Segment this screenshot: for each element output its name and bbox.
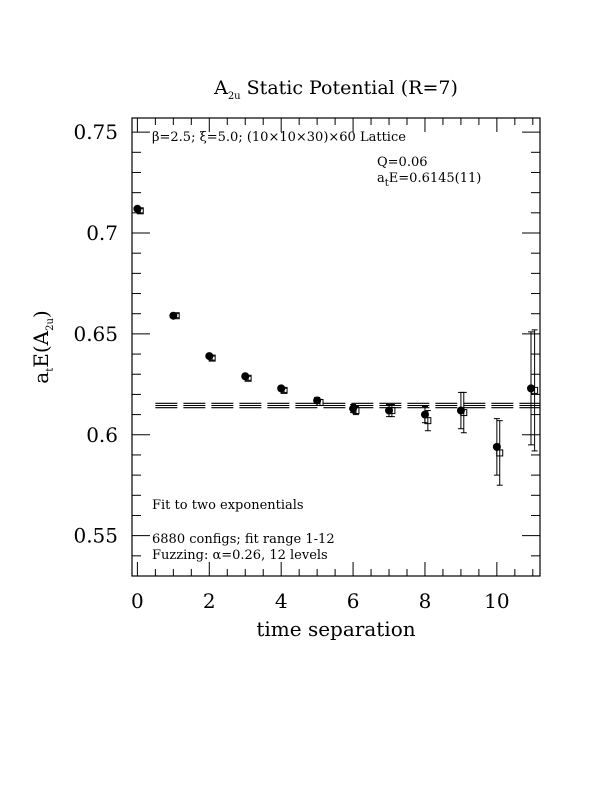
y-tick-labels: 0.55 0.6 0.65 0.7 0.75 [73, 120, 118, 548]
data-point-square [352, 407, 360, 415]
y-tick-label: 0.75 [73, 120, 118, 144]
x-tick-label: 4 [275, 589, 288, 613]
data-point-square [388, 407, 396, 415]
y-axis-label: atE(A2u) [29, 310, 56, 383]
data-point-circle [492, 442, 501, 451]
data-point-square [280, 386, 288, 394]
data-point-square [208, 354, 216, 362]
x-tick-labels: 0 2 4 6 8 10 [131, 589, 510, 613]
data-point-square [531, 386, 539, 394]
q-annotation: Q=0.06 [377, 155, 428, 170]
x-tick-label: 8 [419, 589, 432, 613]
plot-frame [131, 117, 541, 577]
y-tick-label: 0.65 [73, 322, 118, 346]
data-point-square [460, 409, 468, 417]
x-axis-label: time separation [256, 617, 415, 641]
data-point-square [136, 207, 144, 215]
x-tick-label: 6 [347, 589, 360, 613]
plot-area [131, 117, 541, 577]
data-point-circle [527, 384, 536, 393]
y-tick-label: 0.7 [86, 221, 118, 245]
data-points [133, 204, 539, 486]
data-point-square [172, 312, 180, 320]
y-tick-label: 0.6 [86, 423, 118, 447]
data-point-square [424, 417, 432, 425]
lattice-annotation: β=2.5; ξ=5.0; (10×10×30)×60 Lattice [152, 130, 406, 145]
data-point-square [244, 374, 252, 382]
fit-band [155, 402, 540, 409]
x-tick-label: 10 [484, 589, 509, 613]
y-tick-label: 0.55 [73, 524, 118, 548]
x-tick-label: 0 [131, 589, 144, 613]
axis-ticks [132, 118, 540, 577]
chart-title: A2u Static Potential (R=7) [213, 77, 458, 102]
fit-annotation: Fit to two exponentials [152, 498, 304, 513]
data-point-circle [420, 410, 429, 419]
data-point-square [496, 449, 504, 457]
fuzzing-annotation: Fuzzing: α=0.26, 12 levels [152, 548, 328, 563]
x-tick-label: 2 [203, 589, 216, 613]
energy-annotation: atE=0.6145(11) [377, 171, 481, 189]
data-point-square [316, 398, 324, 406]
configs-annotation: 6880 configs; fit range 1-12 [152, 532, 335, 547]
